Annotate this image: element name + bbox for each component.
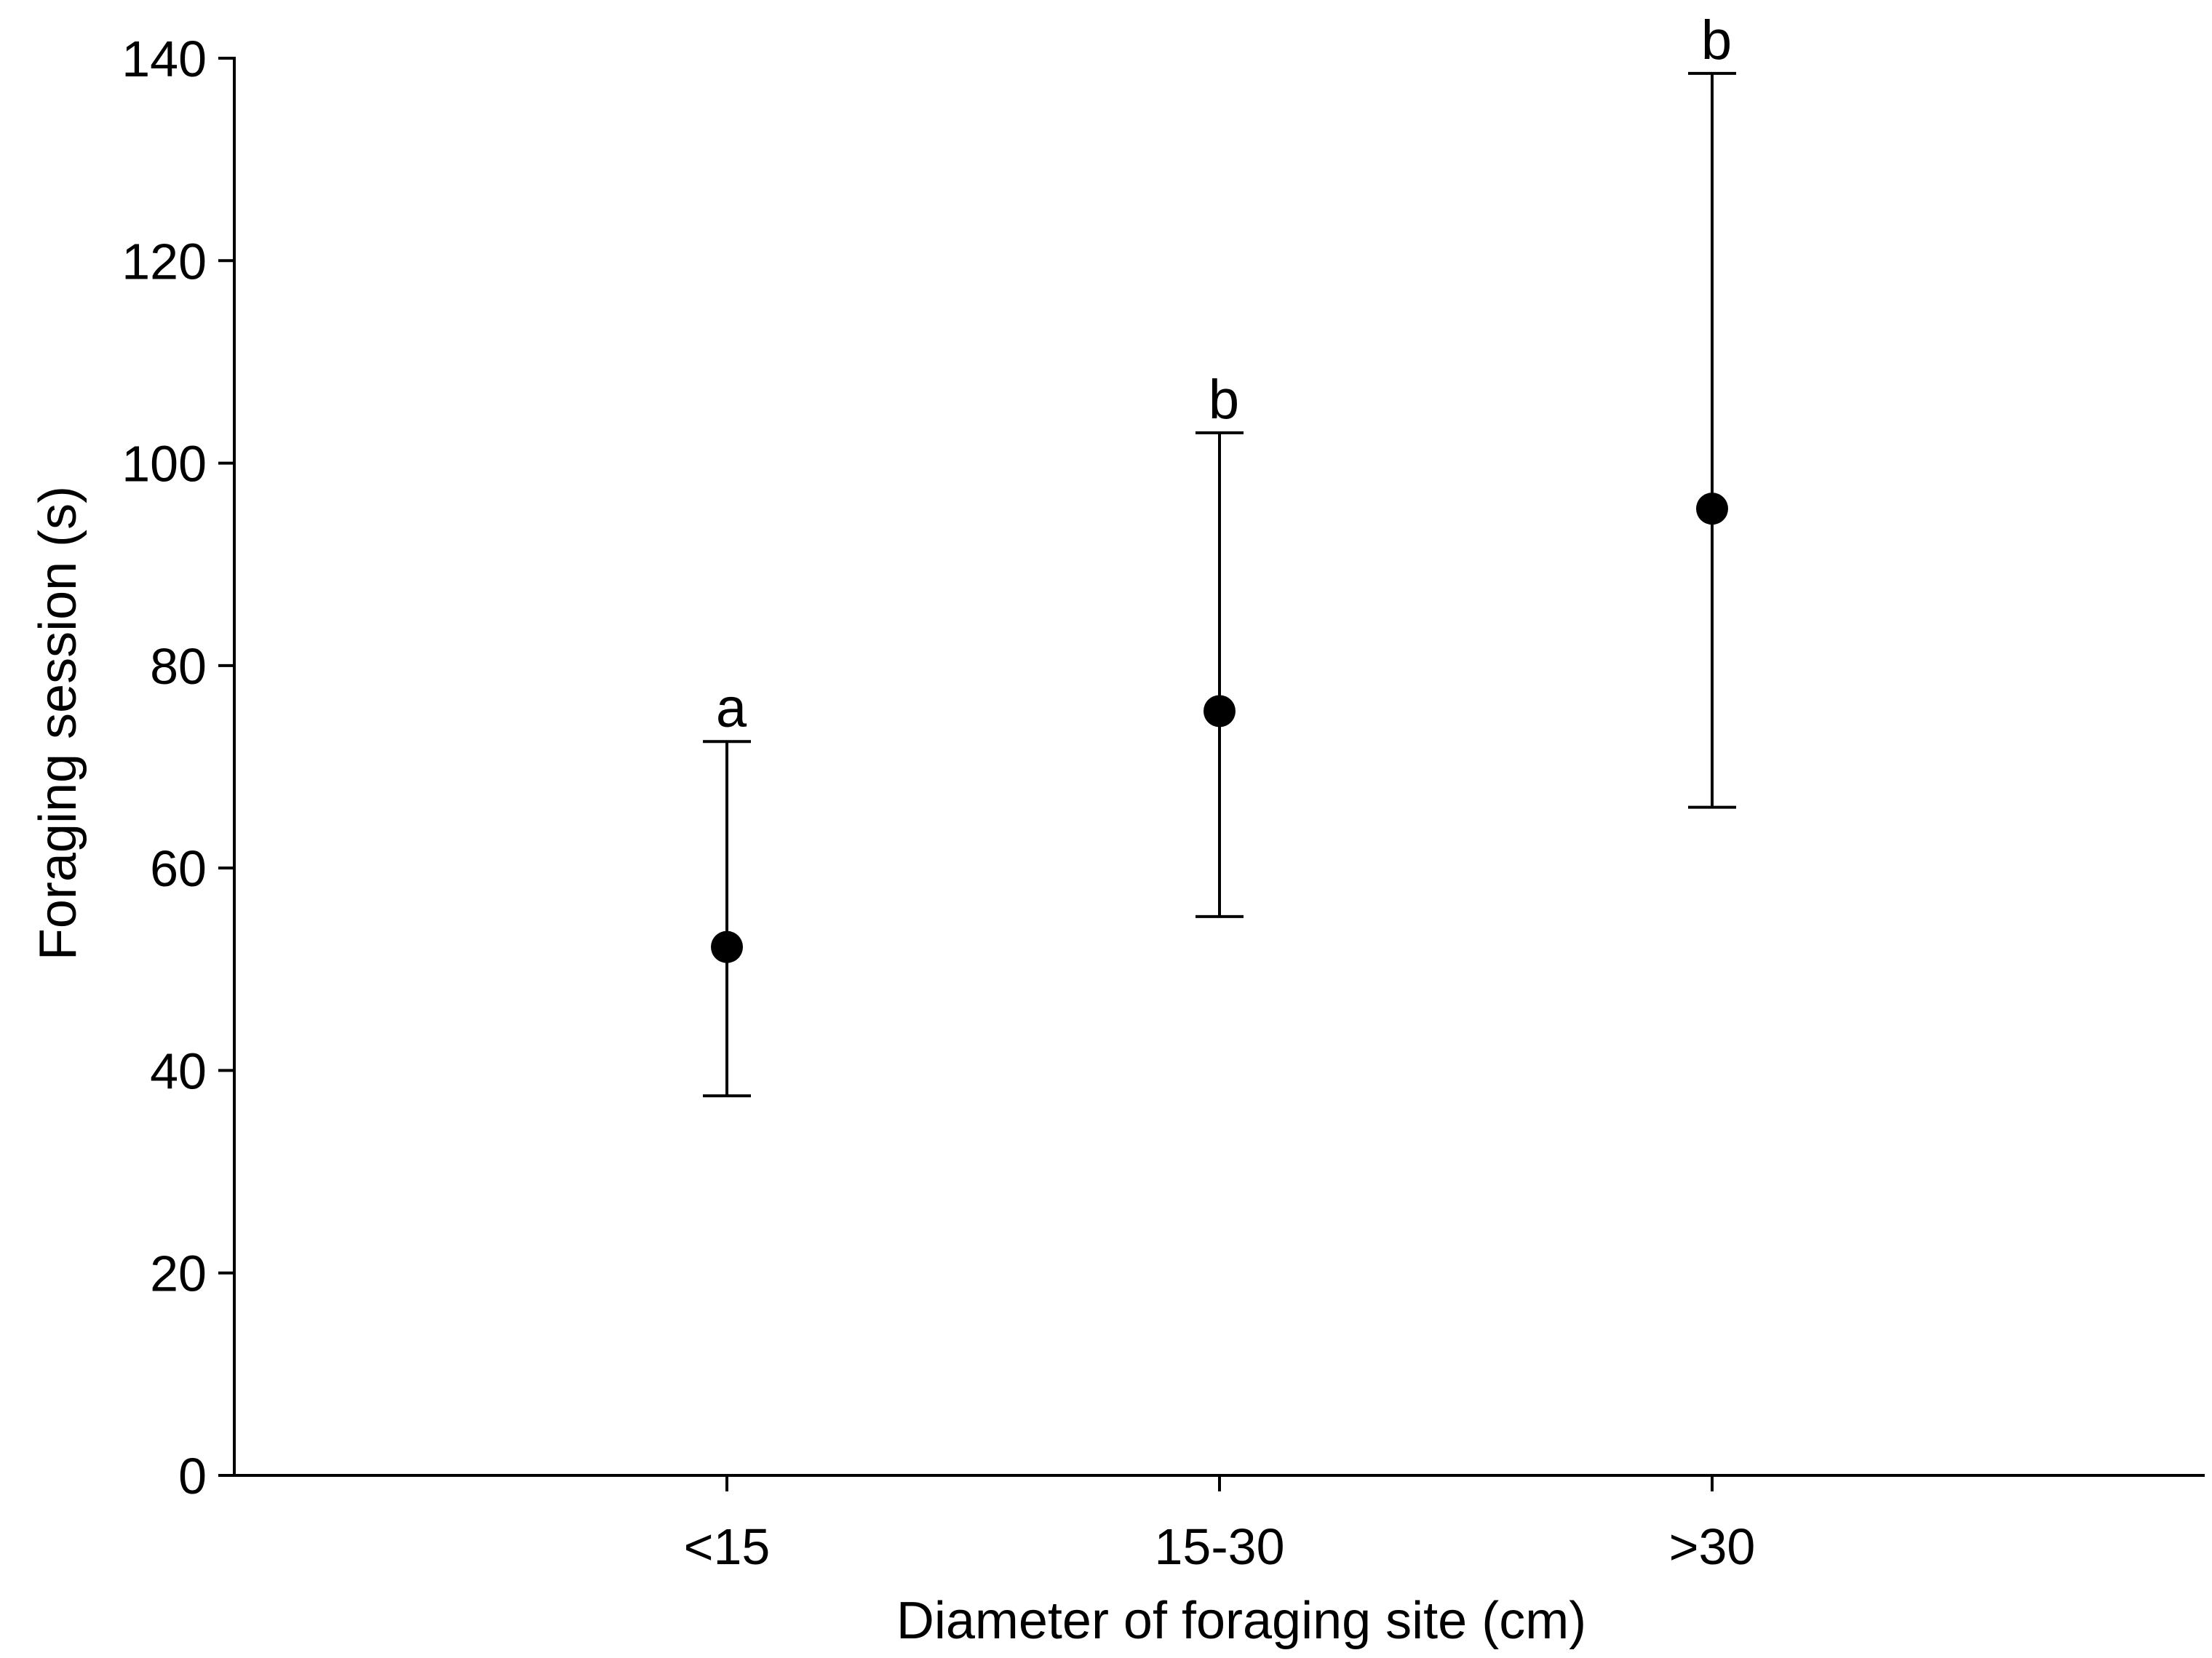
data-point — [1696, 493, 1728, 525]
x-tick-label: >30 — [1669, 1518, 1756, 1575]
y-tick-label: 140 — [122, 31, 207, 87]
y-tick-label: 0 — [178, 1448, 207, 1504]
data-marks: a b b — [703, 9, 1736, 1098]
x-tick-label: <15 — [684, 1518, 771, 1575]
x-ticks: <15 15-30 >30 — [684, 1475, 1756, 1575]
y-tick-label: 80 — [150, 638, 207, 695]
x-axis-title: Diameter of foraging site (cm) — [896, 1592, 1586, 1650]
y-axis-title: Foraging session (s) — [29, 486, 87, 960]
data-point — [711, 930, 743, 963]
y-tick-label: 100 — [122, 436, 207, 493]
y-tick-label: 120 — [122, 233, 207, 290]
y-ticks: 0 20 40 60 80 100 120 140 — [122, 31, 234, 1504]
group-letter: b — [1701, 9, 1732, 71]
x-tick-label: 15-30 — [1154, 1518, 1284, 1575]
data-point — [1204, 695, 1236, 728]
y-tick-label: 60 — [150, 840, 207, 897]
y-tick-label: 40 — [150, 1043, 207, 1099]
group-letter: a — [716, 677, 747, 739]
y-tick-label: 20 — [150, 1246, 207, 1302]
group-letter: b — [1209, 369, 1239, 431]
